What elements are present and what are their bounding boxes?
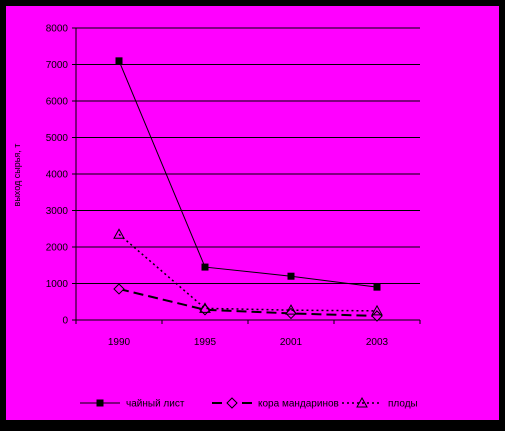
series-1-point-3 xyxy=(371,310,383,322)
y-tick-label-5000: 5000 xyxy=(46,133,69,144)
x-tick-label-2003: 2003 xyxy=(366,337,389,348)
y-tick-label-7000: 7000 xyxy=(46,60,69,71)
y-tick-label-0: 0 xyxy=(62,316,68,327)
legend: чайный лист кора мандаринов плоды xyxy=(80,396,418,410)
y-tick-label-6000: 6000 xyxy=(46,97,69,108)
legend-marker-1 xyxy=(226,397,238,409)
legend-marker-0 xyxy=(96,399,104,407)
legend-item-0: чайный лист xyxy=(80,399,185,410)
series-1-point-0 xyxy=(113,283,125,295)
gridlines xyxy=(72,27,421,324)
y-tick-labels: 0 1000 2000 3000 4000 5000 6000 7000 8000 xyxy=(46,24,69,327)
x-tick-label-1990: 1990 xyxy=(108,337,131,348)
legend-marker-2 xyxy=(356,396,368,408)
legend-label-0: чайный лист xyxy=(126,399,185,410)
series-line-0 xyxy=(118,60,378,288)
x-tick-label-2001: 2001 xyxy=(280,337,303,348)
series-2-point-3 xyxy=(371,304,383,316)
chart-area-background xyxy=(6,6,499,420)
series-0-point-0 xyxy=(115,57,123,65)
y-tick-label-1000: 1000 xyxy=(46,279,69,290)
series-line-2 xyxy=(118,233,378,312)
x-tick-labels: 1990 1995 2001 2003 xyxy=(108,337,389,348)
series-0-point-2 xyxy=(287,272,295,280)
y-tick-label-3000: 3000 xyxy=(46,206,69,217)
series-0-point-1 xyxy=(201,263,209,271)
y-tick-label-2000: 2000 xyxy=(46,243,69,254)
series-2-point-2 xyxy=(285,304,297,315)
series-2-point-1 xyxy=(199,302,211,313)
legend-item-1: кора мандаринов xyxy=(212,397,339,410)
series-2-point-0 xyxy=(113,228,125,239)
series-line-1 xyxy=(118,288,378,317)
series-2 xyxy=(113,228,383,316)
y-tick-label-4000: 4000 xyxy=(46,170,69,181)
legend-label-1: кора мандаринов xyxy=(258,399,339,410)
y-axis-label: выход сырья, т xyxy=(12,144,22,207)
legend-item-2: плоды xyxy=(342,396,418,410)
legend-label-2: плоды xyxy=(388,399,418,410)
series-0-point-3 xyxy=(373,283,381,291)
y-tick-label-8000: 8000 xyxy=(46,24,69,35)
x-tick-label-1995: 1995 xyxy=(194,337,217,348)
series-0 xyxy=(115,57,381,291)
series-layer xyxy=(113,57,383,322)
